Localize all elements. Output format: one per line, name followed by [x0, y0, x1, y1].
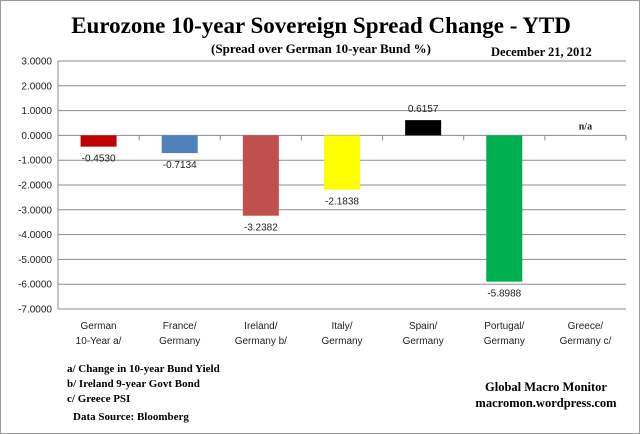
- y-tick-label: -2.0000: [18, 181, 52, 192]
- y-tick-label: -5.0000: [18, 255, 52, 266]
- y-tick-label: 0.0000: [21, 131, 52, 142]
- x-tick-label: Germany: [403, 336, 444, 347]
- x-tick-label: Italy/: [331, 321, 352, 332]
- x-tick-label: Germany: [159, 336, 200, 347]
- bar: [405, 120, 442, 136]
- chart-title: Eurozone 10-year Sovereign Spread Change…: [71, 13, 571, 38]
- chart-subtitle: (Spread over German 10-year Bund %): [211, 41, 431, 56]
- data-label: -0.7134: [163, 160, 197, 171]
- x-tick-label: 10-Year a/: [76, 336, 122, 347]
- bar: [324, 135, 360, 190]
- x-tick-label: Germany b/: [235, 336, 287, 347]
- y-tick-label: -7.0000: [18, 305, 52, 316]
- x-tick-label: Ireland/: [244, 321, 278, 332]
- bar: [242, 135, 279, 216]
- y-tick-label: -4.0000: [18, 230, 52, 241]
- bar: [80, 135, 117, 147]
- bar: [486, 135, 523, 282]
- x-tick-label: Spain/: [409, 321, 438, 332]
- y-tick-label: -3.0000: [18, 205, 52, 216]
- data-label: -0.4530: [82, 154, 116, 165]
- data-label: -3.2382: [244, 223, 278, 234]
- bar: [161, 135, 198, 154]
- data-label: 0.6157: [408, 104, 439, 115]
- chart-date: December 21, 2012: [491, 45, 592, 59]
- brand-name: Global Macro Monitor: [485, 380, 607, 394]
- footnote-b: b/ Ireland 9-year Govt Bond: [67, 378, 200, 390]
- brand: Global Macro Monitor macromon.wordpress.…: [461, 379, 631, 411]
- data-label: -2.1838: [325, 197, 359, 208]
- y-tick-label: -1.0000: [18, 156, 52, 167]
- x-tick-label: Germany c/: [560, 336, 612, 347]
- data-label: -5.8988: [487, 289, 521, 300]
- footnote-a: a/ Change in 10-year Bund Yield: [67, 363, 220, 375]
- x-tick-label: Germany: [321, 336, 362, 347]
- brand-url: macromon.wordpress.com: [475, 396, 617, 410]
- y-tick-label: 2.0000: [21, 81, 52, 92]
- y-tick-label: 3.0000: [21, 57, 52, 68]
- x-tick-label: Germany: [484, 336, 525, 347]
- x-tick-label: Greece/: [568, 321, 604, 332]
- y-tick-label: 1.0000: [21, 106, 52, 117]
- data-label: n/a: [579, 121, 592, 132]
- x-tick-label: Portugal/: [484, 321, 524, 332]
- data-source: Data Source: Bloomberg: [73, 411, 189, 423]
- y-tick-label: -6.0000: [18, 280, 52, 291]
- footnote-c: c/ Greece PSI: [67, 393, 131, 405]
- x-tick-label: France/: [163, 321, 197, 332]
- x-tick-label: German: [81, 321, 117, 332]
